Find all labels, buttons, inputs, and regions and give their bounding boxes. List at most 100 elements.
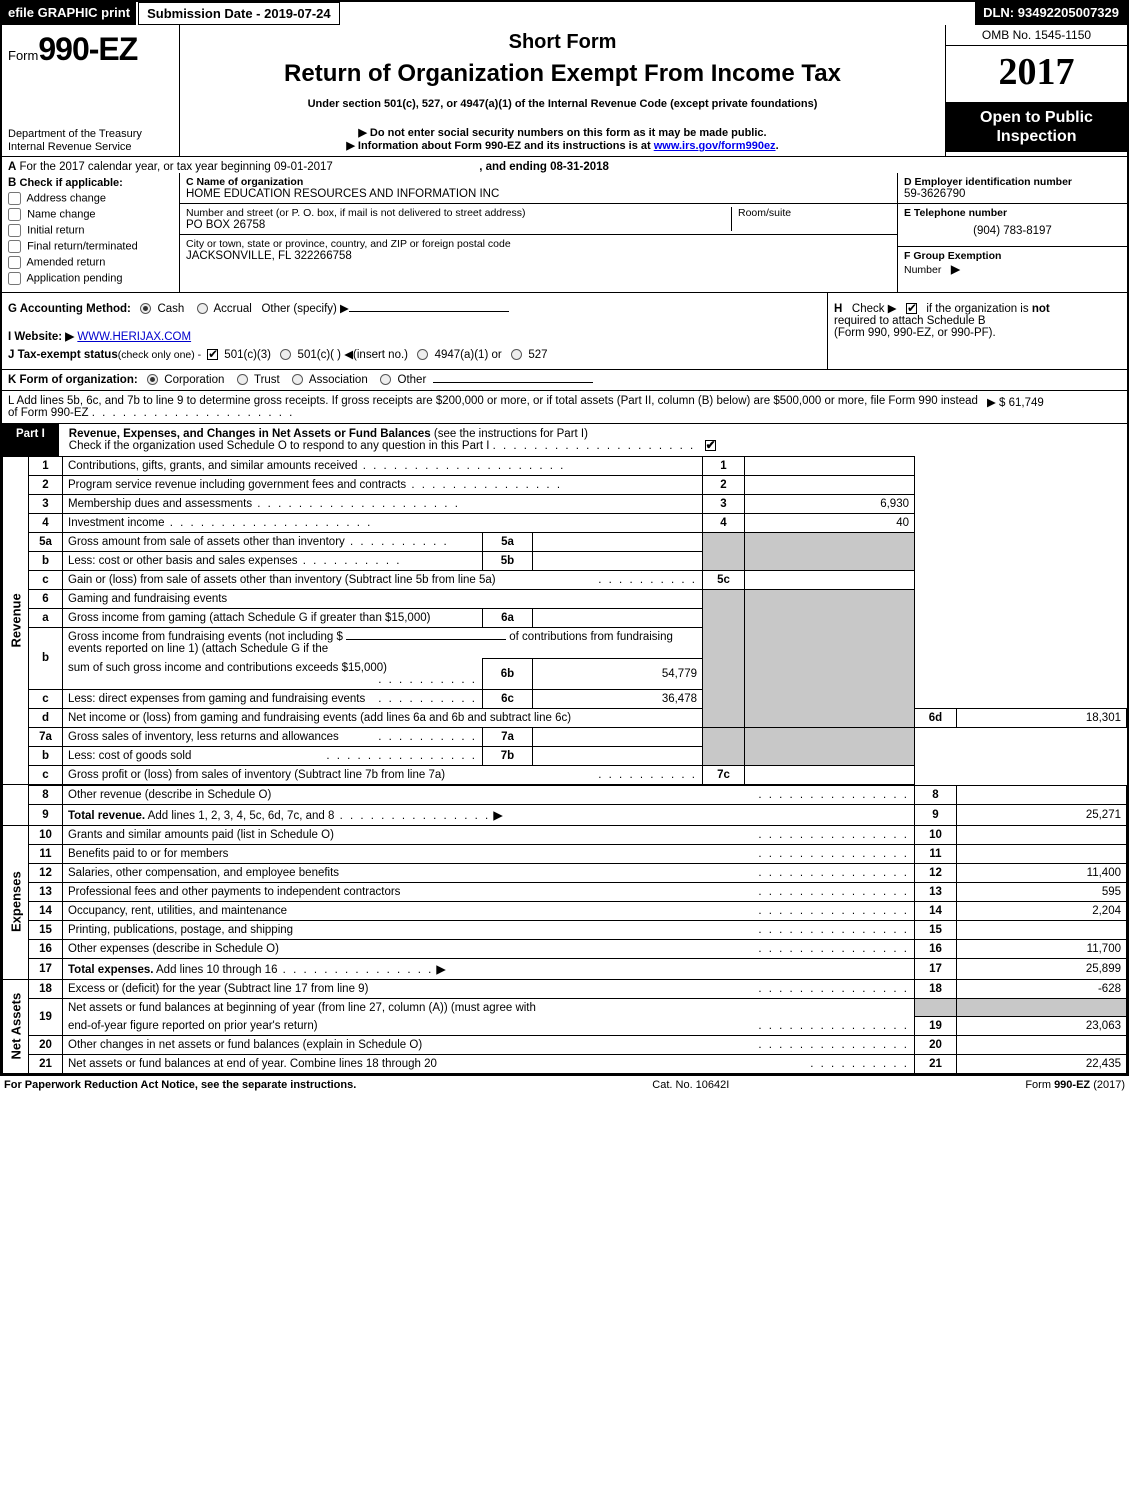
row-line-13: 13 Professional fees and other payments … — [3, 882, 1127, 901]
linelabel-15: 15 — [915, 920, 957, 939]
radio-527-label: 527 — [528, 349, 547, 361]
row-street: Number and street (or P. O. box, if mail… — [180, 204, 897, 235]
chk-501c3[interactable] — [207, 349, 218, 360]
col-b-checkboxes: B Check if applicable: Address change Na… — [2, 173, 180, 292]
radio-trust[interactable] — [237, 374, 248, 385]
grey-7ab-label — [703, 727, 745, 765]
row-line-7c: c Gross profit or (loss) from sales of i… — [3, 765, 1127, 784]
num-14: 14 — [29, 901, 63, 920]
header-mid: Short Form Return of Organization Exempt… — [180, 25, 945, 156]
chk-initial-return[interactable]: Initial return — [8, 224, 173, 237]
amt-8 — [957, 785, 1127, 804]
j-note: (check only one) - — [118, 349, 204, 361]
num-12: 12 — [29, 863, 63, 882]
part-i-header: Part I Revenue, Expenses, and Changes in… — [2, 424, 1127, 456]
radio-association[interactable] — [292, 374, 303, 385]
subval-6a — [533, 609, 703, 628]
desc-10: Grants and similar amounts paid (list in… — [68, 829, 334, 841]
row-line-19a: 19 Net assets or fund balances at beginn… — [3, 998, 1127, 1017]
part-i-title: Revenue, Expenses, and Changes in Net As… — [69, 428, 434, 440]
amt-7c — [745, 765, 915, 784]
efile-print-label[interactable]: efile GRAPHIC print — [2, 2, 138, 25]
top-bar: efile GRAPHIC print Submission Date - 20… — [2, 2, 1127, 25]
grey-5ab-label — [703, 533, 745, 571]
radio-501c[interactable] — [280, 349, 291, 360]
chk-address-change-label: Address change — [26, 192, 106, 204]
line-a-text: For the 2017 calendar year, or tax year … — [20, 161, 333, 173]
row-line-11: 11 Benefits paid to or for members 11 — [3, 844, 1127, 863]
linelabel-3: 3 — [703, 495, 745, 514]
amt-13: 595 — [957, 882, 1127, 901]
num-21: 21 — [29, 1055, 63, 1074]
c-label: C Name of organization — [186, 176, 303, 188]
radio-trust-label: Trust — [254, 374, 280, 386]
radio-other-org[interactable] — [380, 374, 391, 385]
chk-amended-return[interactable]: Amended return — [8, 256, 173, 269]
linelabel-16: 16 — [915, 939, 957, 958]
k-label: K Form of organization: — [8, 374, 138, 386]
subval-5a — [533, 533, 703, 552]
g-label: G Accounting Method: — [8, 303, 131, 315]
website-link[interactable]: WWW.HERIJAX.COM — [77, 331, 191, 343]
radio-4947[interactable] — [417, 349, 428, 360]
row-line-7b: b Less: cost of goods sold 7b — [3, 746, 1127, 765]
num-2: 2 — [29, 476, 63, 495]
num-6: 6 — [29, 590, 63, 609]
linelabel-12: 12 — [915, 863, 957, 882]
g-other-input[interactable] — [349, 311, 509, 312]
form-number: 990-EZ — [38, 31, 137, 67]
instructions-link[interactable]: www.irs.gov/form990ez — [654, 140, 776, 152]
input-6b-excluded[interactable] — [346, 639, 506, 640]
f-arrow-icon: ▶ — [951, 264, 960, 276]
line-l: L Add lines 5b, 6c, and 7b to line 9 to … — [2, 391, 1127, 424]
l-gross-receipts: ▶ $ 61,749 — [987, 397, 1044, 409]
desc-6d: Net income or (loss) from gaming and fun… — [68, 712, 571, 724]
radio-527[interactable] — [511, 349, 522, 360]
line-a: A For the 2017 calendar year, or tax yea… — [2, 157, 1127, 173]
radio-4947-label: 4947(a)(1) or — [435, 349, 502, 361]
subcol-5b: 5b — [483, 552, 533, 571]
radio-cash[interactable] — [140, 303, 151, 314]
open-line-2: Inspection — [948, 127, 1125, 146]
desc-12: Salaries, other compensation, and employ… — [68, 867, 339, 879]
e-phone-value: (904) 783-8197 — [904, 219, 1121, 243]
radio-other-org-label: Other — [398, 374, 427, 386]
k-other-input[interactable] — [433, 382, 593, 383]
amt-19: 23,063 — [957, 1017, 1127, 1036]
desc-4: Investment income — [68, 517, 165, 529]
omb-number: OMB No. 1545-1150 — [946, 25, 1127, 46]
subcol-6c: 6c — [483, 689, 533, 708]
desc-5b: Less: cost or other basis and sales expe… — [68, 555, 298, 567]
chk-address-change[interactable]: Address change — [8, 192, 173, 205]
desc-18: Excess or (deficit) for the year (Subtra… — [68, 983, 368, 995]
chk-application-pending[interactable]: Application pending — [8, 272, 173, 285]
num-6c: c — [29, 689, 63, 708]
chk-schedule-o-used[interactable] — [705, 440, 716, 451]
subcol-7b: 7b — [483, 746, 533, 765]
submission-date-box: Submission Date - 2019-07-24 — [138, 2, 340, 25]
radio-accrual[interactable] — [197, 303, 208, 314]
num-17: 17 — [29, 958, 63, 979]
city-label: City or town, state or province, country… — [186, 238, 891, 250]
desc-9-rest: Add lines 1, 2, 3, 4, 5c, 6d, 7c, and 8 — [145, 810, 334, 822]
sidelabel-revenue: Revenue — [3, 457, 29, 785]
chk-name-change[interactable]: Name change — [8, 208, 173, 221]
chk-schedule-b-not-required[interactable] — [906, 303, 917, 314]
form-title: Return of Organization Exempt From Incom… — [188, 60, 937, 88]
desc-6c: Less: direct expenses from gaming and fu… — [68, 693, 365, 705]
f-label-2: Number — [904, 264, 941, 276]
desc-20: Other changes in net assets or fund bala… — [68, 1039, 422, 1051]
num-4: 4 — [29, 514, 63, 533]
grey-5ab-amt — [745, 533, 915, 571]
desc-1: Contributions, gifts, grants, and simila… — [68, 460, 358, 472]
row-line-18: Net Assets 18 Excess or (deficit) for th… — [3, 979, 1127, 998]
chk-final-return[interactable]: Final return/terminated — [8, 240, 173, 253]
num-6b: b — [29, 628, 63, 690]
linelabel-5c: 5c — [703, 571, 745, 590]
desc-17-bold: Total expenses. — [68, 964, 153, 976]
radio-corporation-label: Corporation — [164, 374, 224, 386]
line-i: I Website: ▶ WWW.HERIJAX.COM — [8, 329, 821, 343]
col-h: H Check ▶ if the organization is not req… — [827, 293, 1127, 369]
radio-corporation[interactable] — [147, 374, 158, 385]
row-line-20: 20 Other changes in net assets or fund b… — [3, 1036, 1127, 1055]
